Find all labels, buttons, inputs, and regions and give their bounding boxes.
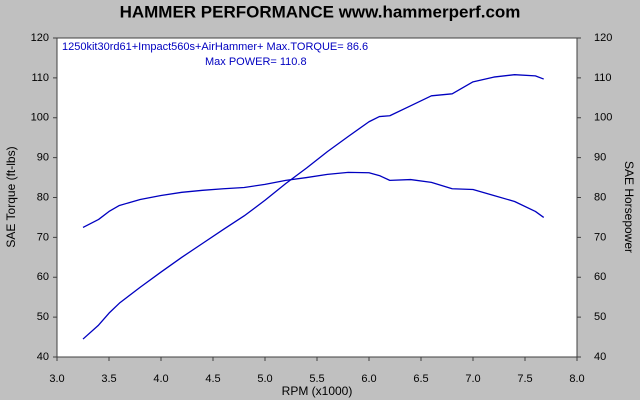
y-tick-label: 70 [37,231,49,243]
x-tick-label: 5.0 [257,373,272,385]
y2-tick-label: 100 [594,112,612,124]
series-line [82,74,544,340]
plot-area [56,37,578,358]
y-axis-label: SAE Torque (ft-lbs) [4,146,18,247]
y2-tick-label: 50 [594,311,606,323]
series-line [82,171,545,228]
x-tick-label: 8.0 [569,373,584,385]
x-tick-label: 5.5 [309,373,324,385]
y-tick-label: 110 [31,72,49,84]
y2-tick-label: 60 [594,271,606,283]
y-tick-label: 50 [37,311,49,323]
y-tick-label: 40 [37,351,49,363]
x-tick-label: 7.0 [465,373,480,385]
y2-tick-label: 110 [594,72,612,84]
x-tick-label: 3.5 [101,373,116,385]
y2-tick-label: 70 [594,231,606,243]
x-tick-label: 7.5 [517,373,532,385]
y2-axis-label: SAE Horsepower [622,161,636,253]
x-tick-label: 3.0 [49,373,64,385]
y-tick-label: 90 [37,152,49,164]
y2-tick-label: 120 [594,32,612,44]
y-tick-label: 120 [31,32,49,44]
x-axis-label: RPM (x1000) [282,384,353,398]
x-tick-label: 6.0 [361,373,376,385]
x-tick-label: 6.5 [413,373,428,385]
x-tick-label: 4.0 [153,373,168,385]
y-tick-label: 60 [37,271,49,283]
annotation: 1250kit30rd61+Impact560s+AirHammer+ Max.… [62,41,368,53]
y2-tick-label: 40 [594,351,606,363]
y-tick-label: 80 [37,191,49,203]
y-tick-label: 100 [31,112,49,124]
y2-tick-label: 90 [594,152,606,164]
y2-tick-label: 80 [594,191,606,203]
x-tick-label: 4.5 [205,373,220,385]
annotation: Max POWER= 110.8 [205,56,307,68]
chart-title: HAMMER PERFORMANCE www.hammerperf.com [120,2,521,21]
